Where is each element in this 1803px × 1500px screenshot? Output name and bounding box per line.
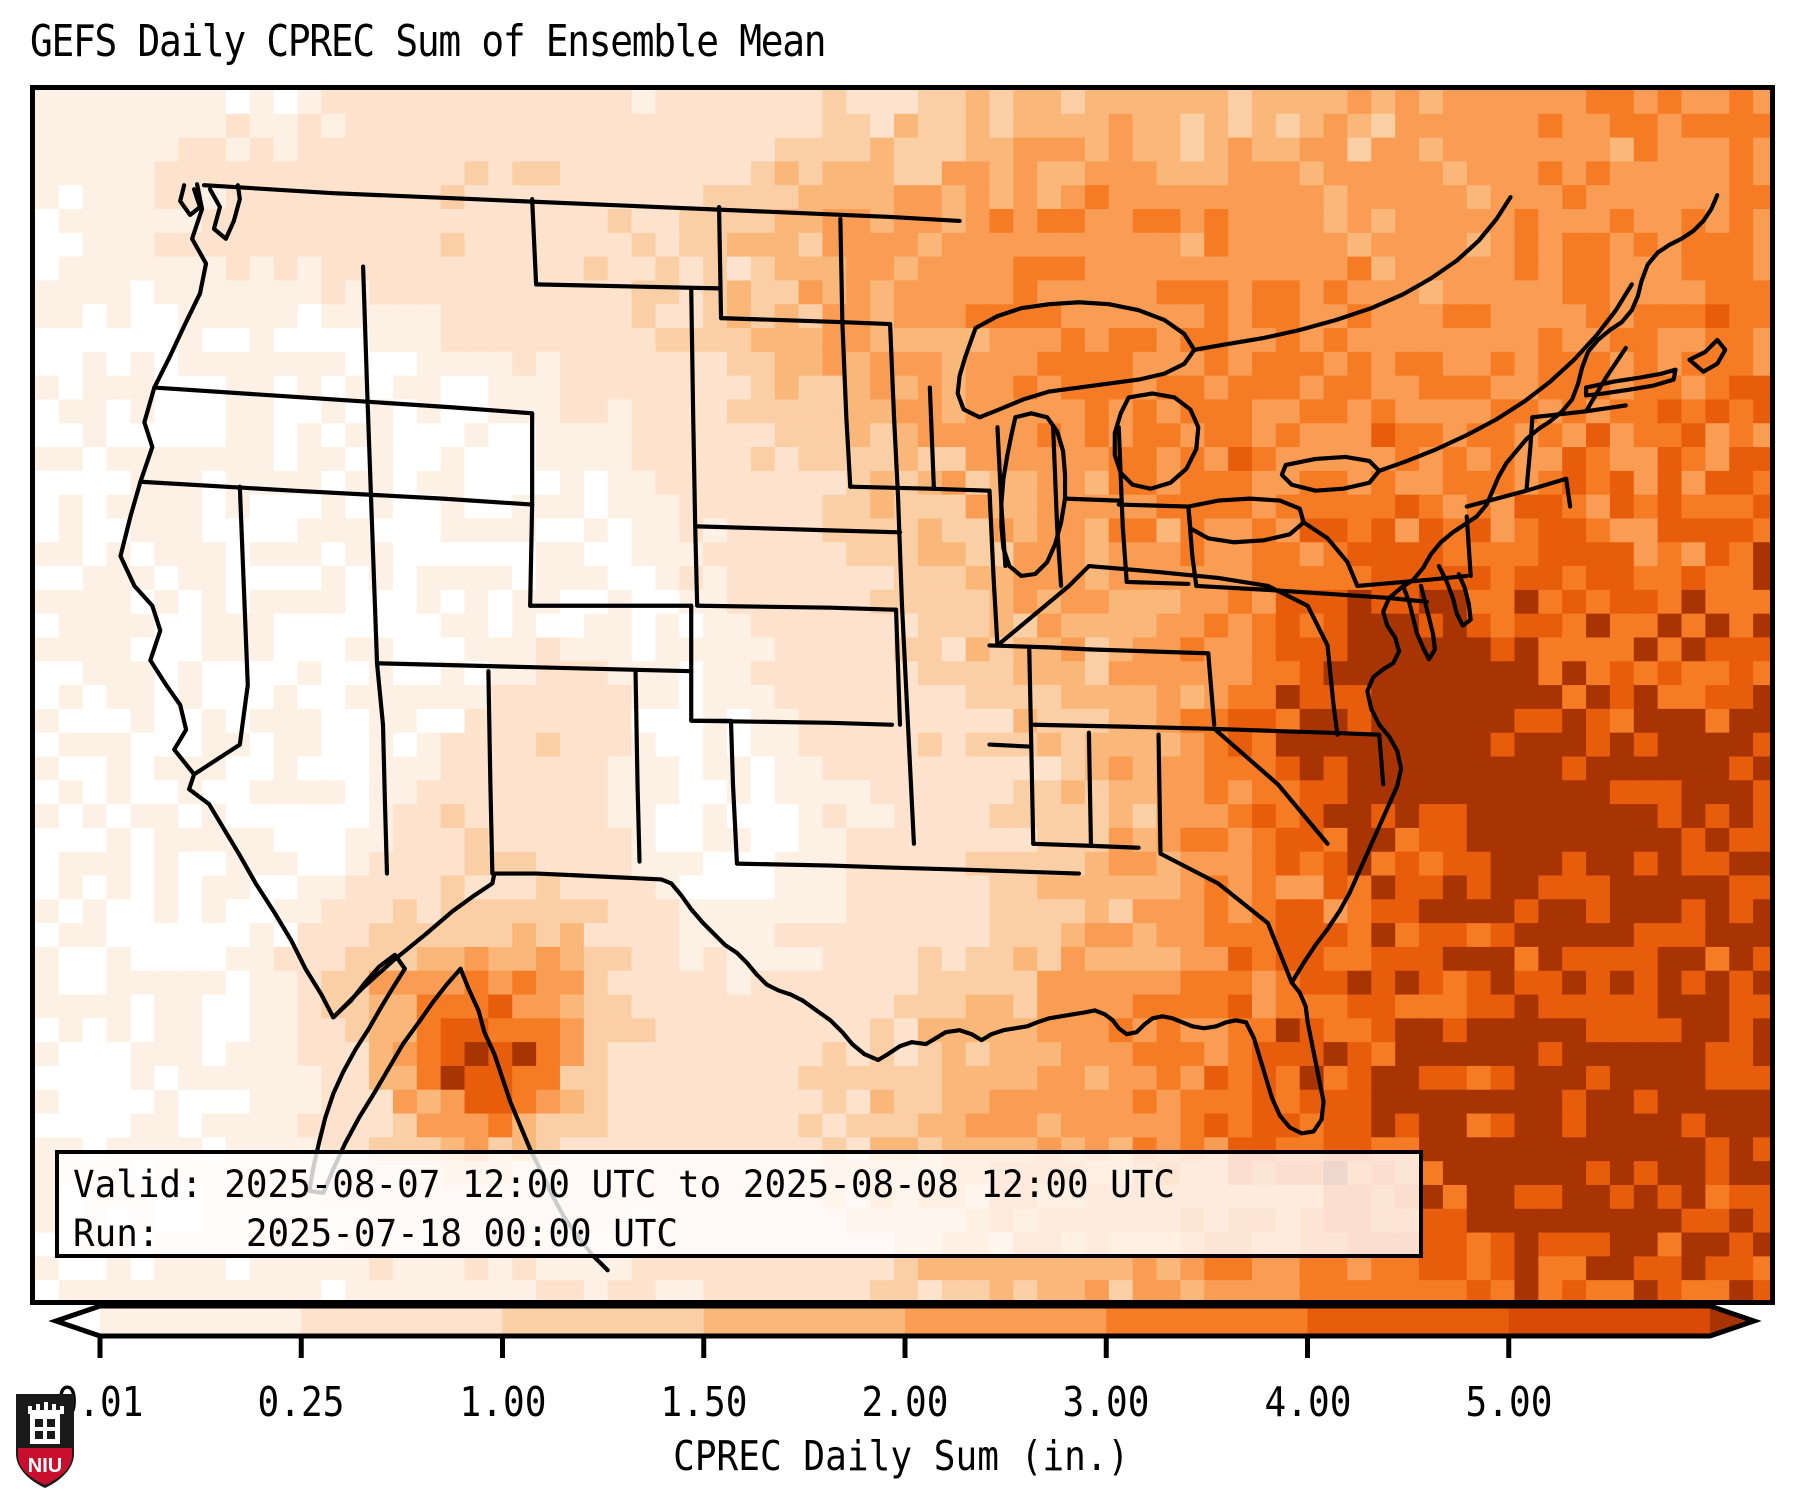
page-title: GEFS Daily CPREC Sum of Ensemble Mean [30, 16, 826, 67]
colorbar-tick-labels: 0.01 0.25 1.00 1.50 2.00 3.00 4.00 5.00 [0, 1378, 1803, 1430]
colorbar-tick-label: 1.50 [660, 1378, 748, 1426]
colorbar-axis-label-text: CPREC Daily Sum (in.) [673, 1432, 1130, 1480]
niu-logo-text: NIU [28, 1455, 62, 1477]
precipitation-map [35, 90, 1770, 1300]
colorbar-axis-label: CPREC Daily Sum (in.) [0, 1432, 1803, 1480]
precip-grid-cells [35, 90, 1770, 1300]
colorbar-tick-label: 0.25 [257, 1378, 345, 1426]
valid-run-infobox: Valid: 2025-08-07 12:00 UTC to 2025-08-0… [55, 1150, 1423, 1258]
colorbar [0, 1300, 1803, 1360]
colorbar-tick-label: 5.00 [1465, 1378, 1553, 1426]
run-time-text: Run: 2025-07-18 00:00 UTC [73, 1212, 679, 1255]
map-panel [30, 85, 1775, 1305]
colorbar-tick-label: 3.00 [1062, 1378, 1150, 1426]
colorbar-tick-label: 2.00 [861, 1378, 949, 1426]
geography-outlines [118, 182, 1728, 1273]
colorbar-svg [48, 1303, 1762, 1358]
colorbar-tick-label: 4.00 [1264, 1378, 1351, 1426]
colorbar-bands [48, 1303, 1762, 1339]
valid-time-text: Valid: 2025-08-07 12:00 UTC to 2025-08-0… [73, 1163, 1175, 1206]
niu-logo: NIU [16, 1394, 74, 1488]
colorbar-ticks [97, 1336, 1512, 1358]
colorbar-tick-label: 1.00 [459, 1378, 546, 1426]
